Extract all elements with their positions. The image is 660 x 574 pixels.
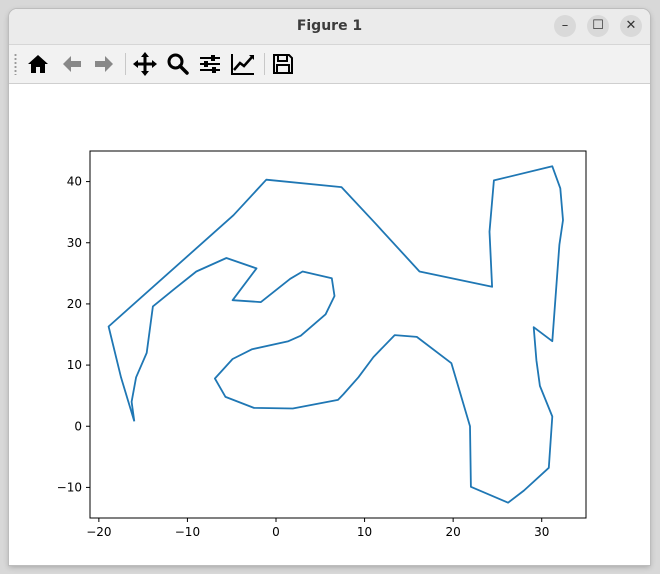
x-tick-label: 30 — [534, 525, 549, 539]
title-bar[interactable]: Figure 1 – ☐ ✕ — [9, 9, 650, 45]
figure-canvas[interactable]: −20 −10 0 10 20 30 −10 0 10 20 30 40 — [9, 84, 650, 565]
y-tick-label: 10 — [67, 358, 82, 372]
x-tick-label: 0 — [272, 525, 280, 539]
plot-area: −20 −10 0 10 20 30 −10 0 10 20 30 40 — [57, 150, 587, 539]
y-tick-label: 0 — [74, 419, 82, 433]
configure-subplots-button[interactable] — [195, 49, 225, 79]
x-tick-label: 10 — [357, 525, 372, 539]
forward-button[interactable] — [89, 49, 119, 79]
back-arrow-icon — [63, 56, 81, 72]
toolbar-separator — [125, 53, 126, 75]
x-tick-label: −10 — [175, 525, 200, 539]
home-button[interactable] — [23, 49, 53, 79]
back-button[interactable] — [57, 49, 87, 79]
maximize-button[interactable]: ☐ — [587, 15, 609, 37]
x-tick-label: −20 — [86, 525, 111, 539]
toolbar-grip[interactable] — [14, 53, 17, 75]
figure-window: Figure 1 – ☐ ✕ — [9, 9, 650, 565]
pan-icon — [133, 52, 157, 76]
data-series-line — [107, 165, 564, 504]
close-button[interactable]: ✕ — [620, 15, 642, 37]
navigation-toolbar — [9, 45, 650, 84]
axes-frame — [89, 150, 587, 519]
zoom-button[interactable] — [163, 49, 193, 79]
pan-button[interactable] — [130, 49, 160, 79]
edit-axis-button[interactable] — [228, 49, 258, 79]
save-icon — [273, 54, 293, 74]
minimize-button[interactable]: – — [554, 15, 576, 37]
y-tick-label: −10 — [57, 480, 82, 494]
home-icon — [28, 55, 48, 73]
save-button[interactable] — [268, 49, 298, 79]
y-tick-label: 20 — [67, 297, 82, 311]
configure-subplots-icon — [200, 55, 220, 73]
toolbar-separator — [264, 53, 265, 75]
edit-axis-icon — [231, 54, 254, 75]
zoom-icon — [167, 53, 189, 75]
y-tick-label: 40 — [67, 175, 82, 189]
y-tick-label: 30 — [67, 236, 82, 250]
x-tick-label: 20 — [446, 525, 461, 539]
window-title: Figure 1 — [296, 18, 363, 34]
forward-arrow-icon — [95, 56, 113, 72]
